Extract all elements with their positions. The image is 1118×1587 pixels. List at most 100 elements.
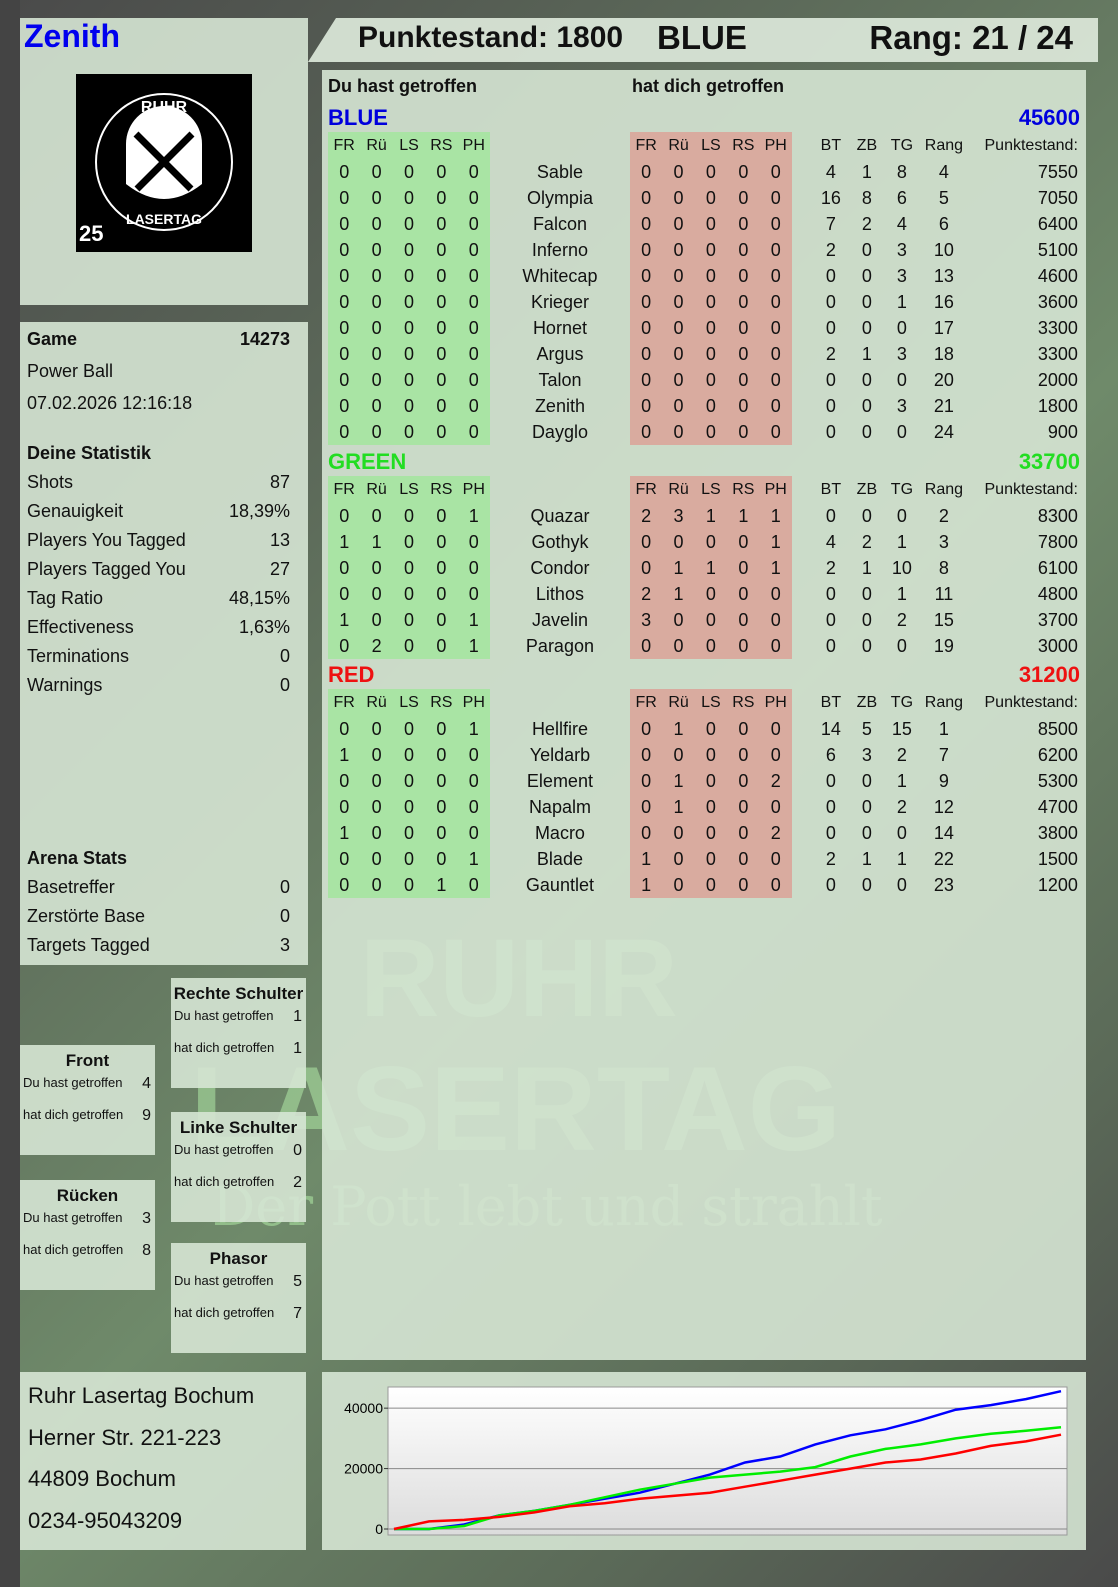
got-count: 0 bbox=[662, 263, 695, 289]
zb-value: 0 bbox=[861, 771, 872, 791]
player-row[interactable]: 1 0 0 0 0 Macro 0 0 0 0 2 0 0 0 14 3800 bbox=[328, 820, 1080, 846]
got-count: 0 bbox=[694, 211, 728, 237]
col-extra-3: Rang bbox=[924, 481, 964, 498]
got-count: 0 bbox=[662, 159, 695, 185]
rank-value: 13 bbox=[933, 266, 954, 286]
got-count: 0 bbox=[759, 742, 792, 768]
hit-count: 0 bbox=[328, 393, 361, 419]
col-extra-1: ZB bbox=[856, 481, 878, 498]
hit-count: 0 bbox=[360, 846, 393, 872]
hit-count: 0 bbox=[360, 581, 393, 607]
player-row[interactable]: 0 0 0 0 0 Zenith 0 0 0 0 0 0 0 3 21 1800 bbox=[328, 393, 1080, 419]
stat-label: Genauigkeit bbox=[27, 501, 124, 521]
hit-count: 0 bbox=[425, 185, 458, 211]
player-name: Condor bbox=[530, 558, 590, 578]
got-count: 0 bbox=[727, 716, 760, 742]
player-row[interactable]: 0 0 0 1 0 Gauntlet 1 0 0 0 0 0 0 0 23 1200 bbox=[328, 872, 1080, 898]
got-count: 0 bbox=[694, 185, 728, 211]
player-row[interactable]: 0 0 0 0 1 Hellfire 0 1 0 0 0 14 5 15 1 8500 bbox=[328, 716, 1080, 742]
got-count: 0 bbox=[759, 341, 792, 367]
got-count: 2 bbox=[629, 581, 663, 607]
player-row[interactable]: 0 0 0 0 0 Condor 0 1 1 0 1 2 1 10 8 6100 bbox=[328, 555, 1080, 581]
rank-value: 11 bbox=[934, 584, 954, 604]
got-count: 1 bbox=[727, 503, 760, 529]
player-row[interactable]: 0 0 0 0 0 Element 0 1 0 0 2 0 0 1 9 5300 bbox=[328, 768, 1080, 794]
player-name: Sable bbox=[536, 162, 583, 182]
col-hit-0: FR bbox=[328, 689, 361, 716]
hit-count: 1 bbox=[457, 716, 490, 742]
player-row[interactable]: 1 0 0 0 0 Yeldarb 0 0 0 0 0 6 3 2 7 6200 bbox=[328, 742, 1080, 768]
hit-count: 0 bbox=[392, 820, 426, 846]
player-row[interactable]: 0 0 0 0 0 Sable 0 0 0 0 0 4 1 8 4 7550 bbox=[328, 159, 1080, 185]
player-row[interactable]: 0 0 0 0 1 Blade 1 0 0 0 0 2 1 1 22 1500 bbox=[328, 846, 1080, 872]
hit-count: 0 bbox=[328, 555, 361, 581]
col-extra-0: BT bbox=[820, 137, 842, 154]
tg-value: 1 bbox=[896, 532, 907, 552]
bt-value: 0 bbox=[825, 292, 836, 312]
hit-count: 1 bbox=[328, 529, 361, 555]
player-row[interactable]: 0 0 0 0 0 Hornet 0 0 0 0 0 0 0 0 17 3300 bbox=[328, 315, 1080, 341]
player-row[interactable]: 0 0 0 0 0 Whitecap 0 0 0 0 0 0 0 3 13 4600 bbox=[328, 263, 1080, 289]
game-id: 14273 bbox=[239, 329, 290, 349]
player-score: 7050 bbox=[1037, 188, 1078, 208]
col-hit-1: Rü bbox=[360, 689, 393, 716]
hit-count: 0 bbox=[392, 341, 426, 367]
hit-count: 1 bbox=[457, 503, 490, 529]
rank-value: 15 bbox=[933, 610, 954, 630]
bt-value: 0 bbox=[825, 396, 836, 416]
col-hit-1: Rü bbox=[360, 132, 393, 159]
player-row[interactable]: 0 0 0 0 0 Inferno 0 0 0 0 0 2 0 3 10 5100 bbox=[328, 237, 1080, 263]
col-hit-0: FR bbox=[328, 132, 361, 159]
tg-value: 1 bbox=[896, 849, 907, 869]
player-row[interactable]: 0 2 0 0 1 Paragon 0 0 0 0 0 0 0 0 19 3000 bbox=[328, 633, 1080, 659]
player-score: 1800 bbox=[1037, 396, 1078, 416]
hit-count: 0 bbox=[328, 237, 361, 263]
arena-row: Targets Tagged 3 bbox=[27, 935, 290, 956]
player-row[interactable]: 1 1 0 0 0 Gothyk 0 0 0 0 1 4 2 1 3 7800 bbox=[328, 529, 1080, 555]
got-count: 0 bbox=[694, 289, 728, 315]
stat-value: 0 bbox=[279, 675, 290, 695]
got-count: 0 bbox=[662, 846, 695, 872]
player-row[interactable]: 1 0 0 0 1 Javelin 3 0 0 0 0 0 0 2 15 3700 bbox=[328, 607, 1080, 633]
rank-value: 20 bbox=[933, 370, 954, 390]
zone-got-value: 2 bbox=[293, 1174, 302, 1191]
got-count: 1 bbox=[759, 529, 792, 555]
col-got-3: RS bbox=[727, 132, 760, 159]
player-row[interactable]: 0 0 0 0 0 Olympia 0 0 0 0 0 16 8 6 5 7050 bbox=[328, 185, 1080, 211]
got-count: 0 bbox=[629, 419, 663, 445]
tg-value: 1 bbox=[896, 584, 907, 604]
stat-label: Warnings bbox=[27, 675, 103, 695]
player-row[interactable]: 0 0 0 0 0 Argus 0 0 0 0 0 2 1 3 18 3300 bbox=[328, 341, 1080, 367]
tg-value: 2 bbox=[896, 610, 907, 630]
hit-count: 0 bbox=[360, 159, 393, 185]
hit-count: 0 bbox=[392, 581, 426, 607]
player-row[interactable]: 0 0 0 0 0 Lithos 2 1 0 0 0 0 0 1 11 4800 bbox=[328, 581, 1080, 607]
player-row[interactable]: 0 0 0 0 0 Napalm 0 1 0 0 0 0 0 2 12 4700 bbox=[328, 794, 1080, 820]
got-count: 0 bbox=[759, 419, 792, 445]
tg-value: 3 bbox=[896, 266, 907, 286]
col-extra-4: Punktestand: bbox=[984, 694, 1078, 711]
zone-title: Front bbox=[65, 1051, 110, 1070]
got-count: 0 bbox=[694, 607, 728, 633]
player-row[interactable]: 0 0 0 0 0 Dayglo 0 0 0 0 0 0 0 0 24 900 bbox=[328, 419, 1080, 445]
hit-count: 0 bbox=[360, 315, 393, 341]
player-row[interactable]: 0 0 0 0 1 Quazar 2 3 1 1 1 0 0 0 2 8300 bbox=[328, 503, 1080, 529]
player-score: 6200 bbox=[1037, 745, 1078, 765]
col-extra-1: ZB bbox=[856, 694, 878, 711]
bt-value: 0 bbox=[825, 318, 836, 338]
got-count: 0 bbox=[727, 820, 760, 846]
player-row[interactable]: 0 0 0 0 0 Krieger 0 0 0 0 0 0 0 1 16 3600 bbox=[328, 289, 1080, 315]
zone-hit-value: 4 bbox=[142, 1075, 151, 1092]
zone-hit-label: Du hast getroffen bbox=[23, 1210, 123, 1225]
hit-count: 1 bbox=[457, 633, 490, 659]
got-count: 1 bbox=[662, 794, 695, 820]
zone-title: Phasor bbox=[209, 1249, 268, 1268]
stat-row: Effectiveness 1,63% bbox=[27, 617, 290, 638]
player-row[interactable]: 0 0 0 0 0 Falcon 0 0 0 0 0 7 2 4 6 6400 bbox=[328, 211, 1080, 237]
player-row[interactable]: 0 0 0 0 0 Talon 0 0 0 0 0 0 0 0 20 2000 bbox=[328, 367, 1080, 393]
rank-value: 8 bbox=[938, 558, 949, 578]
zb-value: 2 bbox=[861, 532, 872, 552]
player-rank: Rang: 21 / 24 bbox=[869, 19, 1073, 56]
zb-value: 0 bbox=[861, 584, 872, 604]
got-count: 0 bbox=[759, 263, 792, 289]
